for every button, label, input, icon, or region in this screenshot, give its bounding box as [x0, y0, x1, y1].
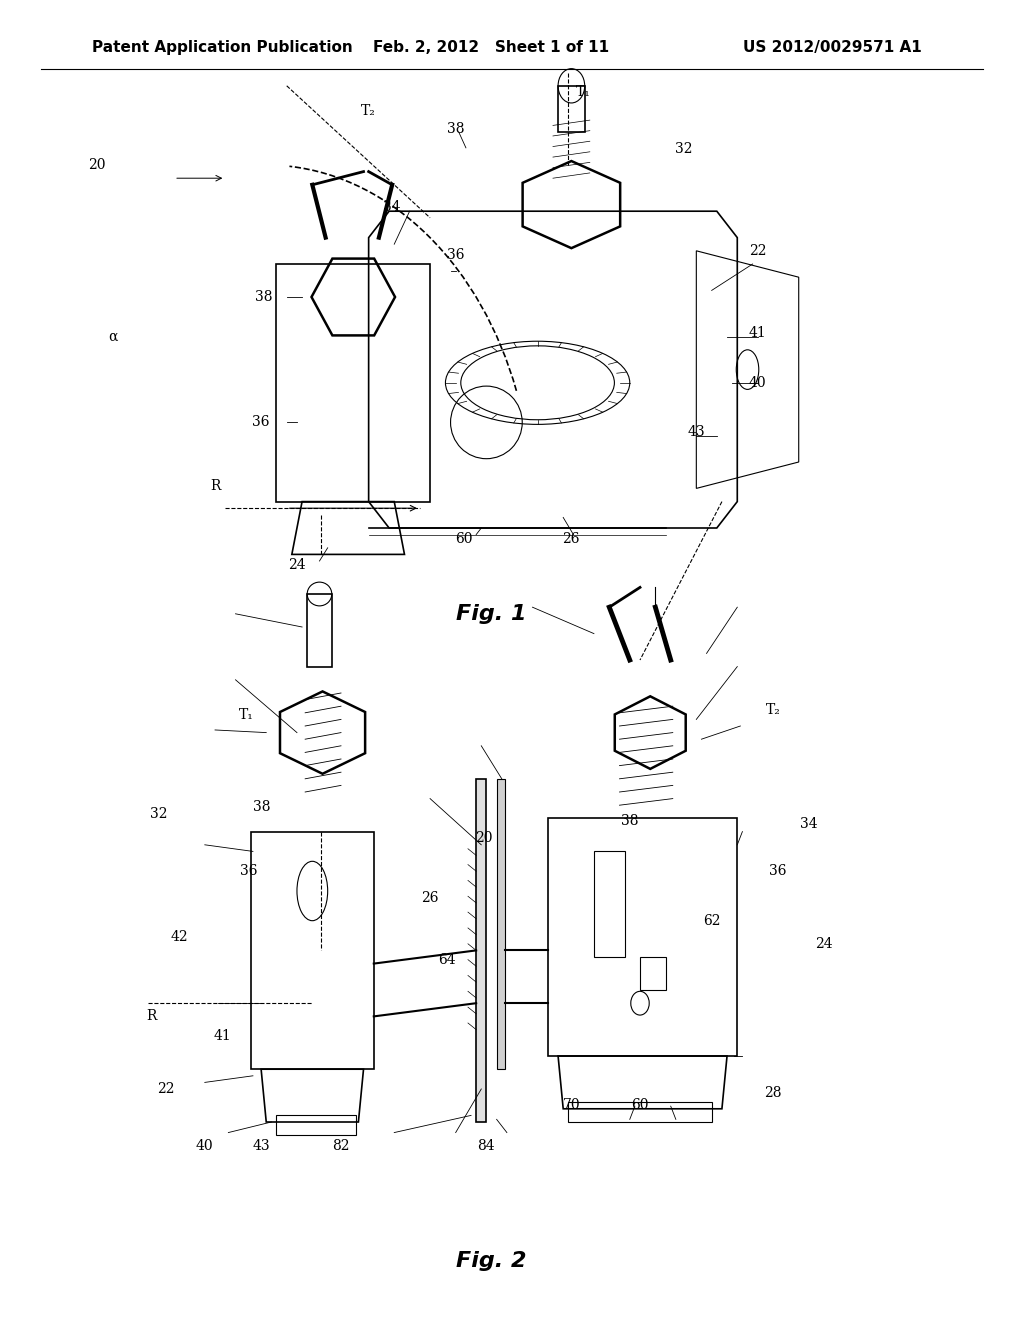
- Text: T₂: T₂: [361, 104, 376, 117]
- Text: 20: 20: [474, 832, 493, 845]
- Text: Patent Application Publication: Patent Application Publication: [92, 40, 353, 55]
- Text: 36: 36: [240, 865, 258, 878]
- Text: 24: 24: [815, 937, 834, 950]
- Text: 36: 36: [252, 416, 270, 429]
- Text: 40: 40: [196, 1139, 214, 1152]
- Bar: [594, 851, 625, 957]
- Text: 60: 60: [455, 532, 473, 545]
- Text: R: R: [210, 479, 220, 492]
- Text: 43: 43: [687, 425, 706, 438]
- Text: α: α: [108, 330, 118, 343]
- Text: 34: 34: [383, 201, 401, 214]
- Text: 36: 36: [446, 248, 465, 261]
- Text: T₂: T₂: [766, 704, 780, 717]
- Text: 43: 43: [252, 1139, 270, 1152]
- Text: 40: 40: [749, 376, 767, 389]
- Text: Feb. 2, 2012   Sheet 1 of 11: Feb. 2, 2012 Sheet 1 of 11: [374, 40, 609, 55]
- Text: 32: 32: [150, 808, 168, 821]
- Text: 22: 22: [749, 244, 767, 257]
- Text: 42: 42: [170, 931, 188, 944]
- Text: 26: 26: [421, 891, 439, 904]
- Bar: [476, 779, 486, 1122]
- Text: 84: 84: [477, 1139, 496, 1152]
- Text: Fig. 2: Fig. 2: [457, 1250, 526, 1271]
- Text: 20: 20: [88, 158, 106, 172]
- Text: 82: 82: [332, 1139, 350, 1152]
- Text: 70: 70: [562, 1098, 581, 1111]
- Text: 62: 62: [702, 915, 721, 928]
- Text: 34: 34: [800, 817, 818, 830]
- Text: 26: 26: [561, 532, 580, 545]
- Text: 38: 38: [253, 800, 271, 813]
- Text: 41: 41: [749, 326, 767, 339]
- Text: 41: 41: [213, 1030, 231, 1043]
- Bar: [307, 594, 332, 667]
- Text: 38: 38: [255, 290, 273, 304]
- Bar: [276, 1115, 356, 1135]
- Text: 28: 28: [764, 1086, 782, 1100]
- Text: T₁: T₁: [239, 709, 253, 722]
- Text: 38: 38: [621, 814, 639, 828]
- Text: 24: 24: [288, 558, 306, 572]
- Bar: [640, 957, 666, 990]
- Bar: [558, 86, 585, 132]
- Text: 38: 38: [446, 123, 465, 136]
- Bar: [568, 1102, 712, 1122]
- Text: 64: 64: [437, 953, 456, 966]
- Bar: [497, 779, 505, 1069]
- Text: 60: 60: [631, 1098, 649, 1111]
- Text: T₁: T₁: [577, 86, 591, 99]
- Text: R: R: [146, 1010, 157, 1023]
- Text: Fig. 1: Fig. 1: [457, 603, 526, 624]
- Text: 32: 32: [675, 143, 693, 156]
- Text: 36: 36: [769, 865, 787, 878]
- Text: US 2012/0029571 A1: US 2012/0029571 A1: [742, 40, 922, 55]
- Text: 22: 22: [157, 1082, 175, 1096]
